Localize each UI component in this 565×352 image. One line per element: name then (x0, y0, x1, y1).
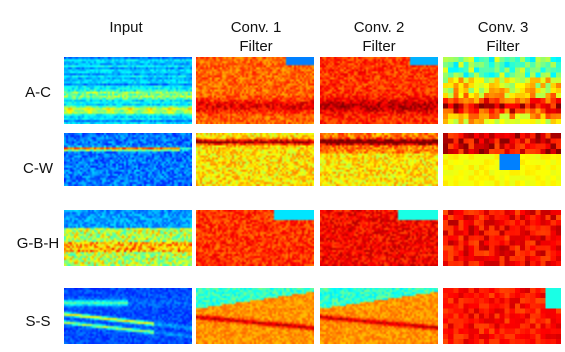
heatmap-panel-ss-conv2 (320, 288, 438, 344)
heatmap-panel-ss-input (64, 288, 192, 344)
heatmap-panel-gbh-conv3 (443, 210, 561, 266)
heatmap-panel-gbh-input (64, 210, 192, 266)
row-label-cw: C-W (23, 160, 53, 177)
heatmap-panel-ac-conv3 (443, 57, 561, 124)
heatmap-panel-ss-conv3 (443, 288, 561, 344)
row-label-ac: A-C (25, 84, 51, 101)
heatmap-panel-gbh-conv1 (196, 210, 314, 266)
column-header-conv1: Conv. 1 Filter (230, 19, 282, 55)
heatmap-panel-ac-input (64, 57, 192, 124)
heatmap-panel-cw-conv3 (443, 133, 561, 186)
heatmap-panel-cw-conv1 (196, 133, 314, 186)
row-label-gbh: G-B-H (16, 235, 60, 252)
column-header-conv2: Conv. 2 Filter (353, 19, 405, 55)
heatmap-panel-cw-input (64, 133, 192, 186)
heatmap-panel-cw-conv2 (320, 133, 438, 186)
row-label-ss: S-S (25, 313, 51, 330)
heatmap-panel-ss-conv1 (196, 288, 314, 344)
heatmap-panel-ac-conv1 (196, 57, 314, 124)
heatmap-panel-gbh-conv2 (320, 210, 438, 266)
column-header-input: Input (109, 19, 143, 36)
heatmap-panel-ac-conv2 (320, 57, 438, 124)
column-header-conv3: Conv. 3 Filter (477, 19, 529, 55)
